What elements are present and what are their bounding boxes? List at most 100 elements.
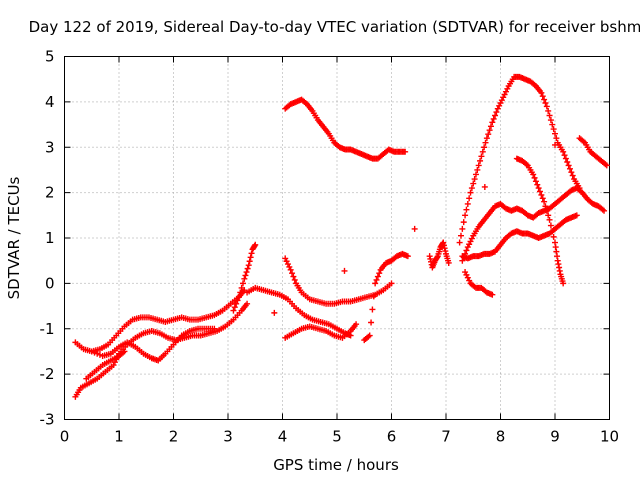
x-tick-label: 9 bbox=[550, 428, 560, 446]
data-point-marker bbox=[231, 304, 238, 311]
data-point-marker bbox=[543, 103, 550, 110]
data-point-marker bbox=[291, 276, 298, 283]
data-point-marker bbox=[242, 272, 249, 279]
data-point-marker bbox=[501, 91, 508, 98]
y-tick-label: 1 bbox=[45, 229, 55, 247]
data-point-marker bbox=[370, 293, 377, 300]
data-point-marker bbox=[121, 348, 128, 355]
data-point-marker bbox=[233, 300, 240, 307]
data-point-marker bbox=[573, 212, 580, 219]
data-point-marker bbox=[550, 233, 557, 240]
y-tick-label: -3 bbox=[40, 411, 55, 429]
plot-frame bbox=[64, 56, 610, 420]
chart-title: Day 122 of 2019, Sidereal Day-to-day VTE… bbox=[29, 18, 640, 36]
data-point-marker bbox=[490, 115, 497, 122]
x-tick-label: 8 bbox=[496, 428, 506, 446]
data-point-marker bbox=[230, 307, 237, 314]
data-point-marker bbox=[287, 266, 294, 273]
data-point-marker bbox=[467, 189, 474, 196]
data-point-marker bbox=[542, 203, 549, 210]
data-point-marker bbox=[497, 100, 504, 107]
data-point-marker bbox=[238, 284, 245, 291]
data-point-marker bbox=[88, 348, 95, 355]
data-point-marker bbox=[550, 126, 557, 133]
x-tick-label: 6 bbox=[387, 428, 397, 446]
data-point-marker bbox=[492, 112, 499, 119]
x-tick-label: 1 bbox=[114, 428, 124, 446]
data-point-marker bbox=[496, 102, 503, 109]
data-point-marker bbox=[542, 100, 549, 107]
data-point-marker bbox=[485, 131, 492, 138]
data-point-marker bbox=[481, 144, 488, 151]
data-point-marker bbox=[603, 162, 610, 169]
data-point-marker bbox=[543, 207, 550, 214]
data-point-marker bbox=[368, 319, 375, 326]
data-markers bbox=[72, 73, 610, 400]
data-point-marker bbox=[369, 306, 376, 313]
data-point-marker bbox=[464, 200, 471, 207]
data-point-marker bbox=[475, 162, 482, 169]
data-point-marker bbox=[531, 174, 538, 181]
x-tick-label: 0 bbox=[60, 428, 70, 446]
data-point-marker bbox=[535, 185, 542, 192]
data-point-marker bbox=[565, 162, 572, 169]
data-point-marker bbox=[483, 135, 490, 142]
data-point-marker bbox=[552, 141, 558, 148]
data-point-marker bbox=[466, 195, 473, 202]
data-point-marker bbox=[211, 325, 218, 332]
data-point-marker bbox=[537, 188, 544, 195]
data-point-marker bbox=[234, 297, 241, 304]
grid bbox=[64, 56, 610, 420]
data-point-marker bbox=[561, 152, 568, 159]
data-point-marker bbox=[445, 259, 452, 266]
data-point-marker bbox=[94, 350, 101, 357]
data-point-marker bbox=[482, 139, 489, 146]
data-point-marker bbox=[494, 105, 501, 112]
data-point-marker bbox=[402, 148, 409, 155]
data-point-marker bbox=[547, 222, 554, 229]
data-point-marker bbox=[553, 135, 560, 142]
data-point-marker bbox=[271, 309, 278, 316]
data-point-marker bbox=[467, 238, 474, 245]
data-point-marker bbox=[353, 321, 360, 328]
data-point-marker bbox=[235, 293, 242, 300]
data-point-marker bbox=[530, 171, 537, 178]
x-tick-label: 3 bbox=[223, 428, 233, 446]
y-tick-label: 2 bbox=[45, 184, 55, 202]
data-point-marker bbox=[560, 148, 567, 155]
data-point-marker bbox=[534, 181, 541, 188]
data-point-marker bbox=[404, 253, 411, 260]
axis-ticks: 0 1 2 3 4 5 6 7 8 9 10 -3 -2 -1 0 1 2 3 4 5 bbox=[40, 48, 620, 446]
data-point-marker bbox=[239, 280, 246, 287]
data-point-marker bbox=[486, 127, 493, 134]
data-point-marker bbox=[283, 258, 290, 265]
y-tick-label: -1 bbox=[40, 320, 55, 338]
data-point-marker bbox=[500, 94, 507, 101]
data-point-marker bbox=[247, 254, 254, 261]
x-tick-label: 7 bbox=[441, 428, 451, 446]
data-point-marker bbox=[237, 289, 244, 296]
data-point-marker bbox=[549, 228, 556, 235]
x-axis-label: GPS time / hours bbox=[273, 456, 399, 474]
x-tick-label: 4 bbox=[278, 428, 288, 446]
data-point-marker bbox=[470, 180, 477, 187]
y-tick-label: 3 bbox=[45, 138, 55, 156]
data-point-marker bbox=[538, 191, 545, 198]
data-point-marker bbox=[411, 225, 418, 232]
data-point-marker bbox=[246, 258, 253, 265]
data-point-marker bbox=[489, 291, 496, 298]
data-point-marker bbox=[489, 119, 496, 126]
data-point-marker bbox=[566, 165, 573, 172]
data-point-marker bbox=[545, 212, 552, 219]
data-point-marker bbox=[290, 273, 297, 280]
data-point-marker bbox=[374, 273, 381, 280]
y-tick-label: -2 bbox=[40, 365, 55, 383]
data-point-marker bbox=[487, 123, 494, 130]
data-point-marker bbox=[244, 265, 251, 272]
data-point-marker bbox=[541, 96, 548, 103]
data-point-marker bbox=[478, 153, 485, 160]
data-point-marker bbox=[252, 241, 259, 248]
data-point-marker bbox=[547, 117, 554, 124]
data-point-marker bbox=[479, 148, 486, 155]
